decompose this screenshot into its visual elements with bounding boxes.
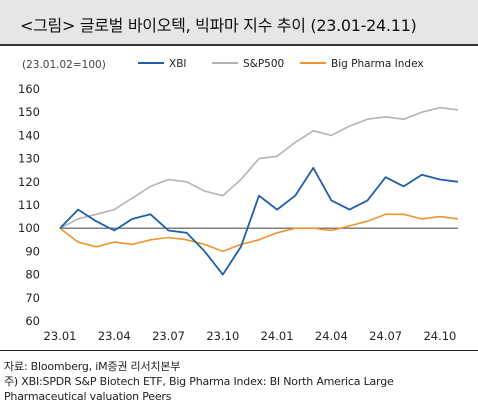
title-bar: <그림> 글로벌 바이오텍, 빅파마 지수 추이 (23.01-24.11) (0, 0, 478, 46)
x-tick-label: 24.04 (315, 329, 348, 343)
x-tick-label: 23.07 (152, 329, 185, 343)
y-tick-label: 90 (25, 244, 40, 258)
source-note: 자료: Bloomberg, iM증권 리서치본부 (4, 360, 181, 373)
y-tick-label: 60 (25, 314, 40, 328)
series-line-big-pharma-index (59, 213, 459, 253)
x-tick-label: 23.10 (206, 329, 239, 343)
y-tick-label: 80 (25, 268, 40, 282)
x-tick-label: 23.04 (98, 329, 131, 343)
x-tick-label: 24.01 (261, 329, 294, 343)
x-tick-label: 23.01 (44, 329, 77, 343)
x-axis: 23.01 23.04 23.07 23.10 24.01 24.04 24.07 24.10 (44, 329, 457, 343)
figure-title: <그림> 글로벌 바이오텍, 빅파마 지수 추이 (23.01-24.11) (20, 16, 417, 35)
series-group (59, 106, 459, 276)
footnote-line-1: 주) XBI:SPDR S&P Biotech ETF, Big Pharma … (4, 375, 394, 388)
footnote-line-2: Pharmaceutical valuation Peers (4, 390, 172, 403)
series-line-xbi (59, 167, 459, 276)
y-axis: 60 70 80 90 100 110 120 130 140 150 160 (18, 82, 458, 328)
legend-label: XBI (169, 58, 187, 70)
footer: 자료: Bloomberg, iM증권 리서치본부 주) XBI:SPDR S&… (0, 350, 478, 414)
y-tick-label: 70 (25, 291, 40, 305)
y-tick-label: 130 (18, 152, 40, 166)
legend-label: Big Pharma Index (331, 58, 424, 70)
y-tick-label: 160 (18, 82, 40, 96)
unit-note: (23.01.02=100) (22, 59, 106, 71)
y-tick-label: 120 (18, 175, 40, 189)
series-line-s-p500 (59, 106, 459, 229)
line-chart: (23.01.02=100) XBI S&P500 Big Pharma Index… (18, 58, 459, 343)
chart-legend: XBI S&P500 Big Pharma Index (138, 58, 424, 70)
y-tick-label: 140 (18, 128, 40, 142)
y-tick-label: 100 (18, 221, 40, 235)
legend-label: S&P500 (243, 58, 284, 70)
x-tick-label: 24.07 (369, 329, 402, 343)
y-tick-label: 110 (18, 198, 40, 212)
y-tick-label: 150 (18, 105, 40, 119)
x-tick-label: 24.10 (423, 329, 456, 343)
